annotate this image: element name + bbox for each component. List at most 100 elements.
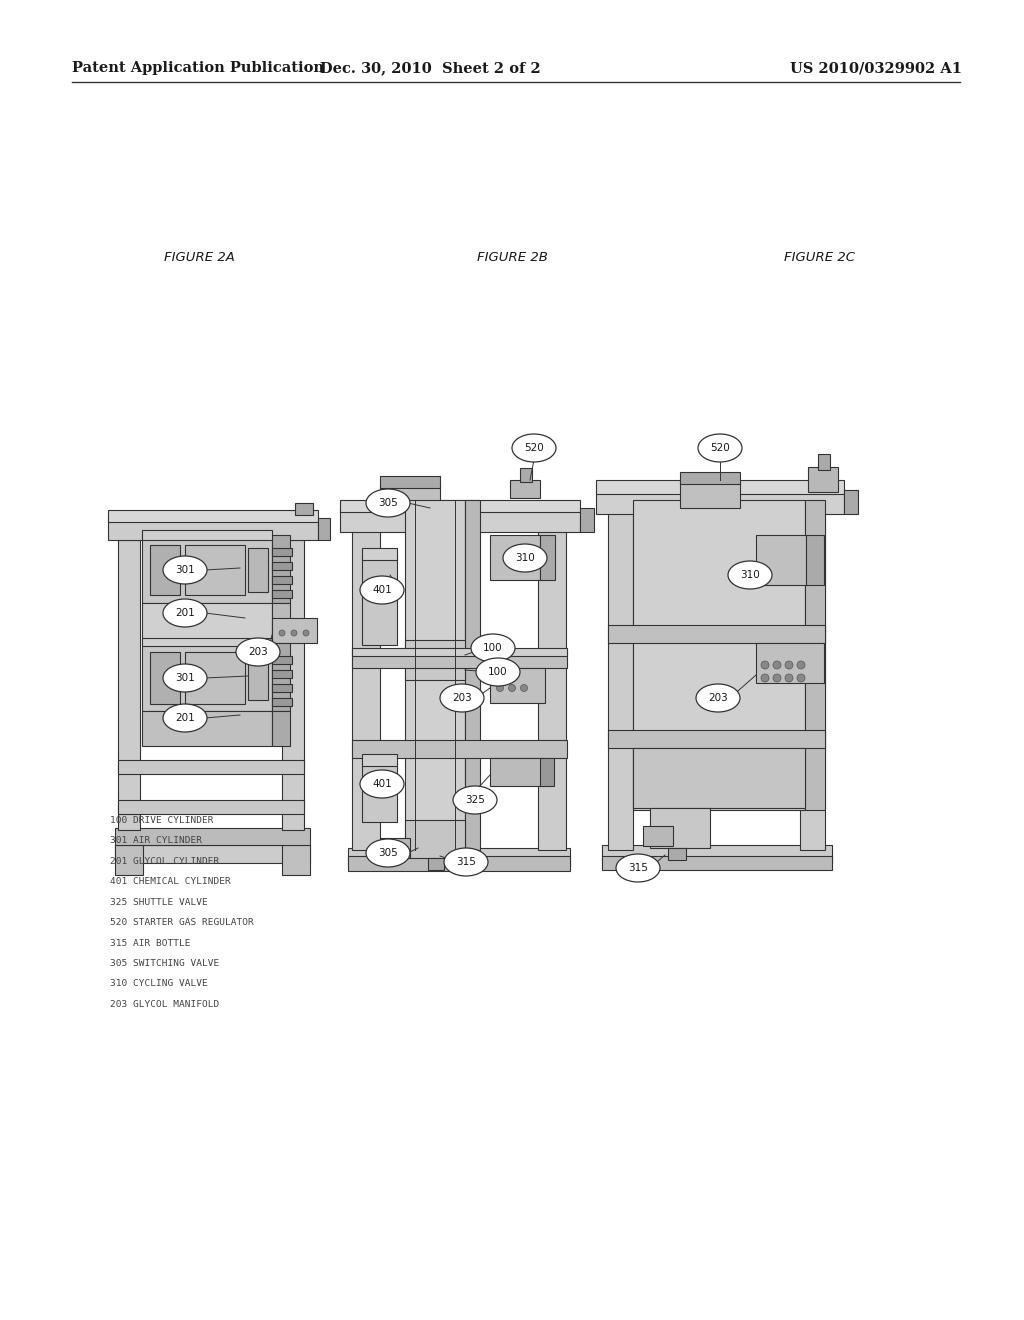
Ellipse shape — [471, 634, 515, 663]
Bar — [680, 480, 740, 508]
Text: 201: 201 — [175, 609, 195, 618]
Text: 203: 203 — [709, 693, 728, 704]
Text: 100: 100 — [488, 667, 508, 677]
Bar — [800, 510, 825, 850]
Ellipse shape — [698, 434, 742, 462]
Bar — [352, 741, 567, 758]
Bar — [185, 652, 245, 704]
Bar — [633, 748, 805, 808]
Ellipse shape — [163, 556, 207, 583]
Text: 305: 305 — [378, 847, 398, 858]
Bar — [805, 500, 825, 810]
Bar — [142, 711, 272, 746]
Bar — [272, 684, 292, 692]
Bar — [340, 500, 580, 512]
Bar — [318, 517, 330, 540]
Bar — [608, 624, 825, 643]
Circle shape — [509, 685, 515, 692]
Bar — [362, 762, 397, 822]
Bar — [668, 847, 686, 861]
Ellipse shape — [236, 638, 280, 667]
Bar — [406, 640, 465, 680]
Circle shape — [520, 685, 527, 692]
Bar — [272, 548, 292, 556]
Bar — [680, 473, 740, 484]
Text: 325 SHUTTLE VALVE: 325 SHUTTLE VALVE — [110, 898, 207, 907]
Bar — [272, 590, 292, 598]
Ellipse shape — [360, 576, 404, 605]
Text: 305: 305 — [378, 498, 398, 508]
Ellipse shape — [453, 785, 497, 814]
Ellipse shape — [728, 561, 772, 589]
Bar — [272, 618, 317, 643]
Bar — [142, 638, 272, 645]
Text: FIGURE 2C: FIGURE 2C — [783, 251, 855, 264]
Text: Dec. 30, 2010  Sheet 2 of 2: Dec. 30, 2010 Sheet 2 of 2 — [319, 61, 541, 75]
Bar — [282, 845, 310, 875]
Text: 305 SWITCHING VALVE: 305 SWITCHING VALVE — [110, 958, 219, 968]
Bar — [352, 648, 567, 656]
Bar — [272, 711, 290, 746]
Ellipse shape — [366, 488, 410, 517]
Text: US 2010/0329902 A1: US 2010/0329902 A1 — [790, 61, 962, 75]
Bar — [596, 490, 844, 513]
Bar — [115, 845, 310, 863]
Bar — [538, 531, 566, 850]
Bar — [185, 545, 245, 595]
Bar — [520, 469, 532, 482]
Bar — [380, 477, 440, 488]
Text: 310: 310 — [515, 553, 535, 564]
Text: 310: 310 — [740, 570, 760, 579]
Circle shape — [279, 630, 285, 636]
Bar — [118, 800, 304, 814]
Bar — [108, 517, 318, 540]
Bar — [272, 576, 292, 583]
Bar — [756, 643, 824, 682]
Ellipse shape — [444, 847, 488, 876]
Ellipse shape — [163, 599, 207, 627]
Bar — [490, 535, 540, 579]
Bar — [380, 838, 410, 858]
Text: 401 CHEMICAL CYLINDER: 401 CHEMICAL CYLINDER — [110, 876, 230, 886]
Bar — [248, 656, 268, 700]
Text: 315: 315 — [628, 863, 648, 873]
Bar — [118, 760, 304, 774]
Circle shape — [761, 675, 769, 682]
Text: 100 DRIVE CYLINDER: 100 DRIVE CYLINDER — [110, 816, 213, 825]
Bar — [806, 535, 824, 585]
Bar — [142, 535, 272, 603]
Ellipse shape — [163, 704, 207, 733]
Bar — [115, 828, 310, 845]
Bar — [272, 603, 290, 643]
Bar — [844, 490, 858, 513]
Circle shape — [797, 661, 805, 669]
Bar — [540, 758, 554, 785]
Circle shape — [785, 661, 793, 669]
Text: 203: 203 — [453, 693, 472, 704]
Circle shape — [785, 675, 793, 682]
Circle shape — [303, 630, 309, 636]
Bar — [818, 454, 830, 470]
Bar — [540, 535, 555, 579]
Ellipse shape — [696, 684, 740, 711]
Bar — [465, 500, 480, 850]
Bar — [248, 548, 268, 591]
Ellipse shape — [503, 544, 547, 572]
Bar — [596, 480, 844, 494]
Text: Patent Application Publication: Patent Application Publication — [72, 61, 324, 75]
Bar — [490, 668, 545, 704]
Bar — [490, 758, 545, 785]
Bar — [808, 467, 838, 492]
Circle shape — [797, 675, 805, 682]
Bar — [406, 820, 465, 858]
Text: 401: 401 — [372, 585, 392, 595]
Text: 401: 401 — [372, 779, 392, 789]
Circle shape — [497, 685, 504, 692]
Ellipse shape — [616, 854, 660, 882]
Circle shape — [291, 630, 297, 636]
Text: 310 CYCLING VALVE: 310 CYCLING VALVE — [110, 979, 207, 989]
Text: 520: 520 — [524, 444, 544, 453]
Ellipse shape — [366, 840, 410, 867]
Bar — [580, 508, 594, 532]
Bar — [428, 858, 444, 870]
